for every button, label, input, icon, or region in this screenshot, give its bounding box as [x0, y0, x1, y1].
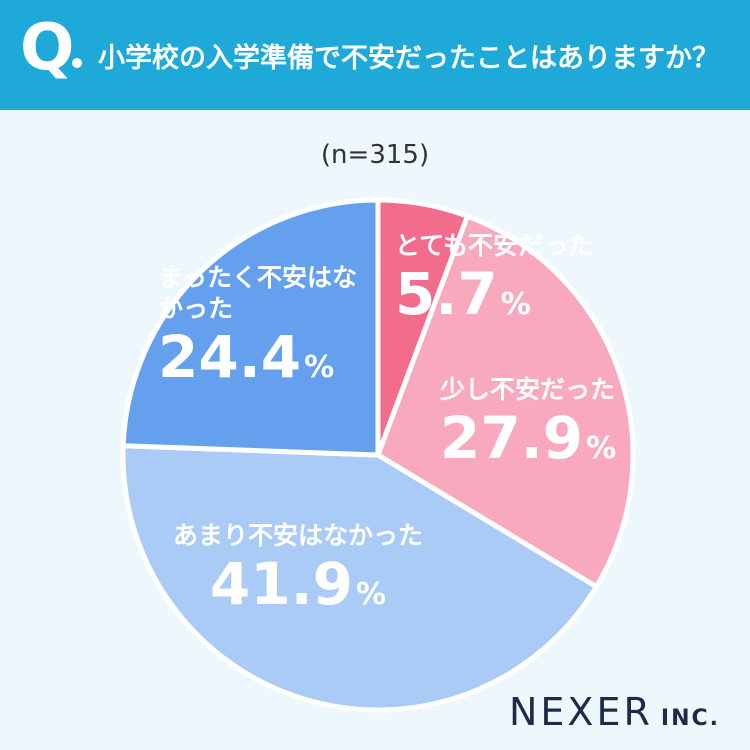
percent-sign: %: [304, 350, 335, 385]
slice-value-slightly-anxious: 27.9: [440, 404, 584, 472]
logo-brand: NEXER: [509, 690, 653, 734]
nexer-logo: NEXER INC.: [509, 690, 720, 734]
label-not-at-all-anxious: まったく不安はなかった 24.4%: [158, 262, 358, 390]
q-mark: Q: [20, 11, 75, 85]
slice-slightly-anxious: [375, 213, 636, 590]
percent-sign: %: [356, 577, 387, 612]
question-text: 小学校の入学準備で不安だったことはありますか？: [98, 43, 719, 74]
slice-value-very-anxious: 5.7: [395, 260, 498, 328]
slice-label-not-at-all-anxious: まったく不安はなかった: [158, 263, 358, 323]
slice-label-very-anxious: とても不安だった: [395, 231, 594, 260]
label-very-anxious: とても不安だった 5.7%: [395, 230, 593, 327]
slice-not-at-all-anxious: [120, 197, 381, 458]
label-not-very-anxious: あまり不安はなかった 41.9%: [168, 520, 428, 617]
slice-label-slightly-anxious: 少し不安だった: [440, 375, 616, 404]
slice-value-not-at-all-anxious: 24.4: [158, 323, 302, 391]
slice-value-not-very-anxious: 41.9: [209, 550, 354, 618]
slice-not-very-anxious: [120, 443, 599, 713]
logo-suffix: INC.: [660, 706, 720, 731]
label-slightly-anxious: 少し不安だった 27.9%: [440, 374, 616, 471]
percent-sign: %: [500, 287, 531, 322]
sample-size: (n=315): [320, 140, 430, 170]
q-dot: [72, 58, 82, 68]
question-header: Q 小学校の入学準備で不安だったことはありますか？: [0, 0, 750, 110]
percent-sign: %: [586, 431, 617, 466]
slice-label-not-very-anxious: あまり不安はなかった: [172, 521, 423, 550]
